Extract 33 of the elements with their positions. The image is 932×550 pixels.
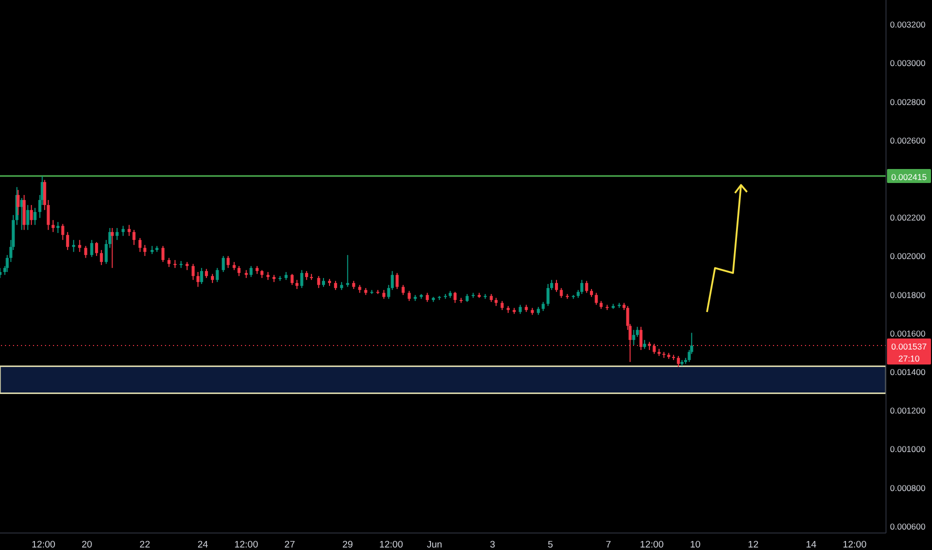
x-tick-label: 12:00 [640, 540, 664, 550]
y-tick-label: 0.000600 [890, 521, 926, 532]
x-tick-label: 29 [342, 540, 353, 550]
x-tick-label: 10 [690, 540, 701, 550]
y-tick-label: 0.000800 [890, 482, 926, 493]
x-tick-label: 20 [82, 540, 92, 550]
y-tick-label: 0.003000 [890, 58, 926, 68]
y-tick-label: 0.001800 [890, 290, 926, 300]
text: 27:10 [898, 354, 920, 364]
x-tick-label: 12:00 [234, 540, 258, 550]
x-tick-label: 14 [806, 540, 816, 550]
x-tick-label: 3 [490, 540, 496, 550]
y-tick-label: 0.003200 [890, 20, 926, 30]
x-tick-label: 5 [548, 540, 554, 550]
x-tick-label: Jun [426, 540, 442, 550]
x-tick-label: 27 [284, 540, 295, 550]
ref-line-label: 0.002415 [891, 172, 927, 182]
y-tick-label: 0.001400 [890, 367, 926, 378]
y-tick-label: 0.001600 [890, 328, 926, 338]
x-tick-label: 12 [748, 540, 759, 550]
x-tick-label: 7 [606, 540, 612, 550]
x-tick-label: 12:00 [842, 540, 867, 550]
y-tick-label: 0.002000 [890, 251, 926, 262]
y-tick-label: 0.001000 [890, 444, 926, 454]
y-tick-label: 0.002800 [890, 96, 926, 107]
y-tick-label: 0.002200 [890, 212, 926, 223]
x-tick-label: 22 [140, 540, 150, 550]
x-tick-label: 24 [198, 540, 208, 550]
x-tick-label: 12:00 [32, 540, 56, 550]
ref-line-label: 0.001537 [891, 342, 927, 352]
x-tick-label: 12:00 [379, 540, 403, 550]
y-tick-label: 0.001200 [890, 406, 926, 416]
y-tick-label: 0.002600 [890, 135, 926, 146]
